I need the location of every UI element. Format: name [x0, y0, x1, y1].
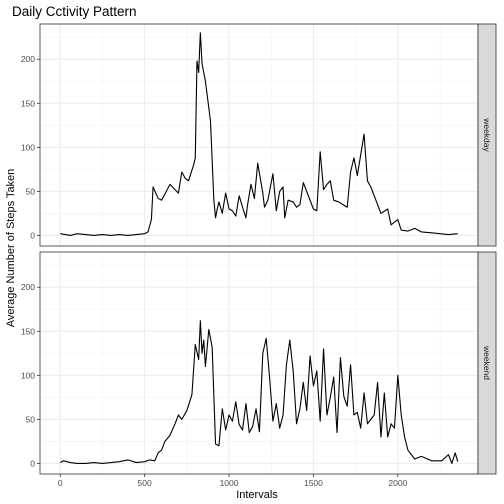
- y-tick-label: 150: [21, 326, 35, 336]
- strip-label: weekday: [482, 117, 492, 152]
- y-tick-label: 100: [21, 370, 35, 380]
- series-line-weekday: [60, 32, 458, 236]
- y-tick-label: 200: [21, 282, 35, 292]
- strip-label: weekend: [482, 345, 492, 380]
- y-tick-label: 50: [26, 186, 36, 196]
- facet-strip-weekend: weekend: [477, 251, 497, 475]
- strip-background: [477, 251, 497, 475]
- series-line-weekend: [59, 320, 459, 464]
- y-tick-label: 150: [21, 98, 35, 108]
- y-tick-label: 50: [26, 414, 36, 424]
- y-tick-label: 0: [30, 458, 35, 468]
- x-tick-label: 0: [58, 478, 63, 488]
- x-tick-label: 1000: [220, 478, 239, 488]
- y-tick-label: 100: [21, 142, 35, 152]
- facet-panel-weekend: 0 50 100 150 200 weekend 0 500 1000 1500 2000: [21, 251, 497, 488]
- chart-title: Daily Cctivity Pattern: [12, 4, 137, 19]
- facet-panel-weekday: 0 50 100 150 200 weekday: [21, 23, 497, 247]
- x-tick-label: 500: [138, 478, 152, 488]
- facet-strip-weekday: weekday: [477, 23, 497, 247]
- x-axis-title: Intervals: [236, 489, 278, 501]
- x-tick-label: 1500: [304, 478, 323, 488]
- y-axis-title: Average Number of Steps Taken: [5, 169, 17, 328]
- strip-background: [477, 23, 497, 247]
- x-tick-label: 2000: [388, 478, 407, 488]
- panel-background: [40, 24, 478, 246]
- y-tick-label: 200: [21, 54, 35, 64]
- panel-background: [40, 252, 478, 474]
- y-tick-label: 0: [30, 230, 35, 240]
